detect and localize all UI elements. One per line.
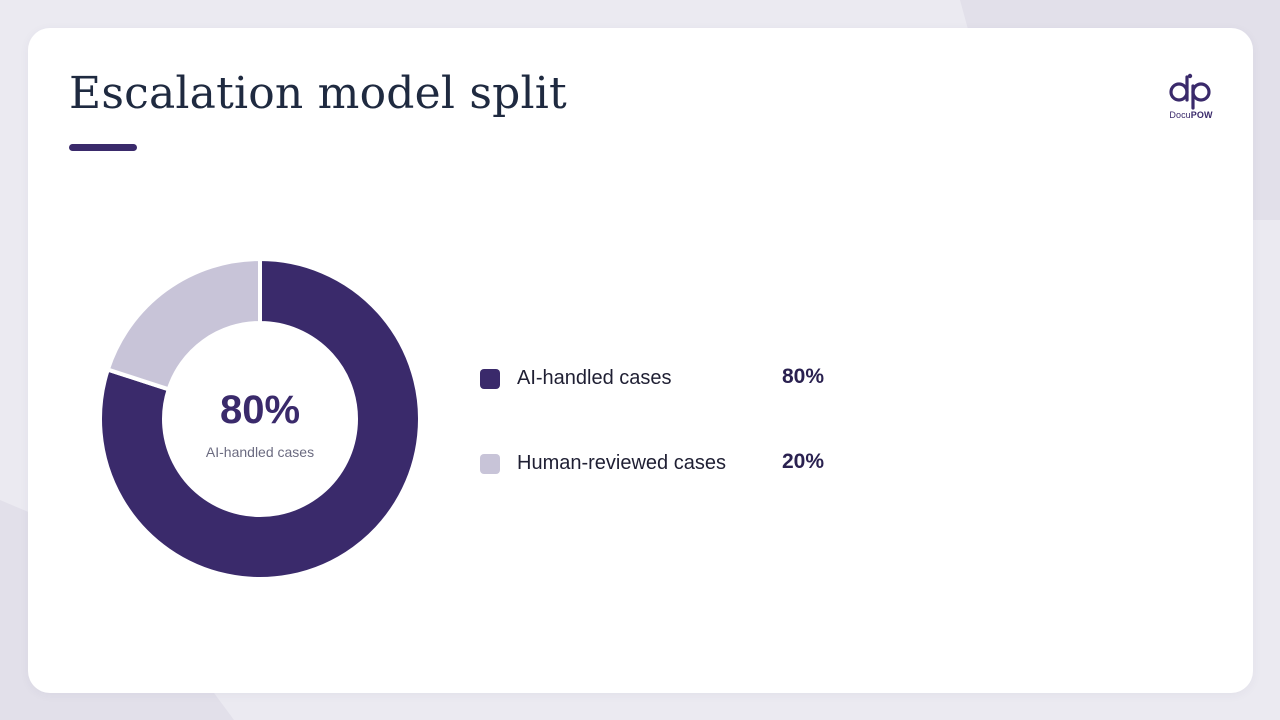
slide-card: Escalation model split DocuPOW 80% AI-ha… [28,28,1253,693]
legend-item-ai-handled: AI-handled cases 80% [480,362,900,398]
legend-swatch-human-reviewed [480,454,500,474]
legend-item-human-reviewed: Human-reviewed cases 20% [480,447,900,483]
logo-wordmark: DocuPOW [1158,110,1224,120]
donut-chart: 80% AI-handled cases [98,257,422,581]
docupow-logo-icon [1169,73,1211,110]
legend-value-ai-handled: 80% [782,365,825,388]
legend-value-human-reviewed: 20% [782,450,825,473]
donut-center-label: AI-handled cases [205,444,315,460]
donut-chart-svg [98,257,422,581]
logo-text-bold: POW [1190,110,1213,120]
logo-text-regular: Docu [1169,110,1191,120]
chart-legend: AI-handled cases 80% Human-reviewed case… [480,362,900,532]
docupow-logo: DocuPOW [1158,72,1224,124]
legend-label-human-reviewed: Human-reviewed cases [517,452,726,474]
donut-center-value: 80% [219,388,301,432]
legend-label-ai-handled: AI-handled cases [517,367,672,389]
title-underline [69,144,137,151]
donut-slice-human-reviewed-cases [105,257,262,392]
slide-title: Escalation model split [69,68,567,119]
legend-swatch-ai-handled [480,369,500,389]
donut-slice-ai-handled-cases [98,257,422,581]
